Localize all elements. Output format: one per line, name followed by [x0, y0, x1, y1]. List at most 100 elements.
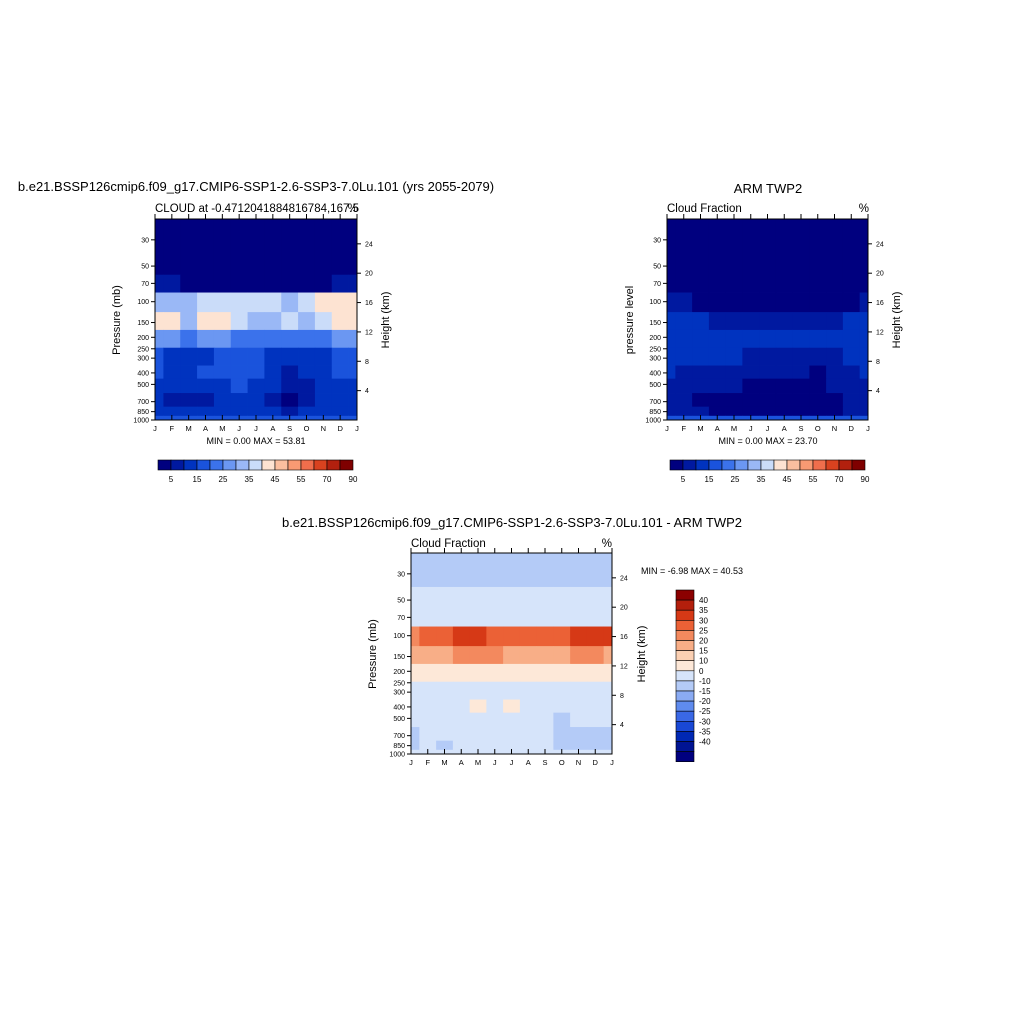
heatmap-cell	[603, 646, 613, 665]
heatmap-cell	[667, 252, 676, 276]
heatmap-cell	[775, 219, 794, 254]
colorbar-label: 25	[699, 626, 708, 635]
heatmap-cell	[419, 553, 437, 588]
heatmap-cell	[230, 274, 248, 293]
heatmap-cell	[163, 347, 181, 366]
x-tick-label: N	[321, 424, 326, 433]
heatmap-cell	[859, 329, 869, 349]
colorbar-box	[825, 459, 840, 471]
heatmap-cell	[419, 646, 437, 665]
heatmap-cell	[298, 365, 316, 380]
y2-tick-label: 4	[620, 722, 624, 729]
y2-tick-label: 16	[620, 634, 628, 641]
heatmap-cell	[503, 727, 521, 742]
x-tick-label: J	[493, 758, 497, 767]
heatmap-cell	[519, 663, 538, 683]
x-tick-label: A	[203, 424, 208, 433]
heatmap-cell	[570, 740, 588, 751]
heatmap-cell	[725, 274, 743, 293]
heatmap-cell	[586, 681, 605, 700]
colorbar-box	[675, 680, 695, 692]
heatmap-cell	[503, 740, 521, 751]
heatmap-cell	[725, 378, 743, 394]
heatmap-cell	[163, 329, 181, 349]
heatmap-cell	[452, 740, 471, 751]
heatmap-cell	[553, 681, 571, 700]
heatmap-cell	[247, 378, 265, 394]
heatmap-cell	[536, 663, 554, 683]
diff-subtitle: Cloud Fraction	[411, 538, 486, 550]
colorbar-box	[675, 630, 695, 641]
heatmap-cell	[742, 347, 760, 366]
heatmap-cell	[742, 329, 760, 349]
heatmap-cell	[742, 312, 760, 331]
heatmap-cell	[331, 274, 349, 293]
colorbar-label: 45	[271, 475, 280, 484]
y-tick-label: 700	[649, 399, 661, 406]
heatmap-cell	[247, 347, 265, 366]
y-tick-label: 50	[141, 264, 149, 271]
diff-stats: MIN = -6.98 MAX = 40.53	[641, 566, 743, 576]
heatmap-cell	[155, 393, 164, 408]
heatmap-cell	[469, 727, 487, 742]
heatmap-cell	[197, 292, 215, 313]
x-tick-label: M	[475, 758, 481, 767]
heatmap-cell	[742, 393, 760, 408]
heatmap-cell	[675, 347, 693, 366]
heatmap-cell	[742, 252, 760, 276]
y-tick-label: 30	[653, 237, 661, 244]
heatmap-cell	[469, 681, 487, 700]
heatmap-cell	[519, 712, 538, 728]
heatmap-cell	[826, 393, 844, 408]
heatmap-cell	[348, 378, 358, 394]
heatmap-cell	[298, 347, 316, 366]
heatmap-cell	[725, 292, 743, 313]
heatmap-cell	[155, 347, 164, 366]
heatmap-cell	[469, 626, 487, 647]
heatmap-cell	[859, 292, 869, 313]
y2-tick-label: 4	[876, 388, 880, 395]
heatmap-cell	[264, 252, 282, 276]
heatmap-cell	[419, 740, 437, 751]
y-tick-label: 300	[137, 356, 149, 363]
colorbar-label: 40	[699, 596, 708, 605]
heatmap-cell	[692, 378, 710, 394]
heatmap-cell	[519, 608, 538, 627]
colorbar-label: 20	[699, 637, 708, 646]
heatmap-cell	[809, 329, 827, 349]
diff-ylabel-right: Height (km)	[636, 626, 648, 683]
heatmap-cell	[603, 712, 613, 728]
heatmap-cell	[570, 663, 588, 683]
heatmap-cell	[155, 415, 164, 421]
heatmap-cell	[469, 608, 487, 627]
y-tick-label: 400	[393, 704, 405, 711]
heatmap-cell	[163, 274, 181, 293]
x-tick-label: J	[355, 424, 359, 433]
heatmap-cell	[842, 292, 861, 313]
heatmap-cell	[792, 365, 810, 380]
model-title: b.e21.BSSP126cmip6.f09_g17.CMIP6-SSP1-2.…	[18, 179, 494, 194]
obs-ylabel-left: pressure level	[624, 286, 636, 354]
heatmap-cell	[486, 699, 504, 714]
heatmap-cell	[708, 312, 727, 331]
heatmap-cell	[247, 252, 265, 276]
y2-tick-label: 24	[365, 241, 373, 248]
colorbar-box	[721, 459, 736, 471]
heatmap-cell	[197, 365, 215, 380]
colorbar-box	[675, 741, 695, 752]
heatmap-cell	[298, 406, 316, 417]
heatmap-cell	[197, 219, 215, 254]
heatmap-cell	[842, 393, 861, 408]
model-colorbar: 5 15 25 35 45 55 70 90	[157, 459, 358, 484]
heatmap-cell	[842, 312, 861, 331]
colorbar-box	[786, 459, 801, 471]
heatmap-cell	[163, 378, 181, 394]
heatmap-cell	[197, 329, 215, 349]
x-tick-label: F	[681, 424, 686, 433]
colorbar-box	[300, 459, 315, 471]
heatmap-cell	[281, 365, 299, 380]
heatmap-cell	[603, 740, 613, 751]
heatmap-cell	[247, 219, 265, 254]
heatmap-cell	[411, 586, 420, 610]
